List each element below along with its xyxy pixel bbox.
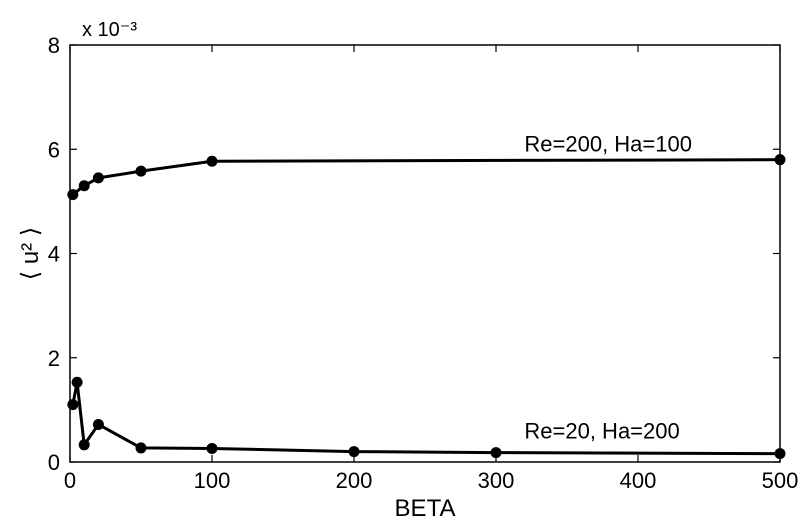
y-axis-label: ⟨ u² ⟩ (17, 227, 44, 280)
y-tick-label: 6 (48, 137, 60, 162)
data-point (78, 180, 90, 192)
data-point (92, 172, 104, 184)
data-point (206, 155, 218, 167)
data-point (774, 448, 786, 460)
x-axis-label: BETA (395, 495, 456, 522)
data-point (206, 442, 218, 454)
x-tick-label: 400 (620, 468, 657, 493)
x-tick-label: 100 (194, 468, 231, 493)
data-point (348, 446, 360, 458)
data-point (135, 165, 147, 177)
data-point (67, 399, 79, 411)
data-point (774, 154, 786, 166)
y-tick-label: 0 (48, 450, 60, 475)
y-tick-label: 2 (48, 346, 60, 371)
series-label-re20: Re=20, Ha=200 (524, 419, 679, 444)
data-point (71, 376, 83, 388)
data-point (92, 418, 104, 430)
y-axis-multiplier: x 10⁻³ (82, 19, 137, 41)
data-point (135, 442, 147, 454)
chart-labels: BETA ⟨ u² ⟩ x 10⁻³ Re=200, Ha=100 Re=20,… (17, 19, 692, 522)
data-marks (67, 154, 786, 460)
x-tick-label: 500 (762, 468, 799, 493)
series-line-0 (71, 158, 781, 196)
y-tick-label: 8 (48, 33, 60, 58)
data-point (78, 439, 90, 451)
data-point (490, 447, 502, 459)
series-label-re200: Re=200, Ha=100 (524, 132, 692, 157)
x-tick-label: 200 (336, 468, 373, 493)
data-point (67, 189, 79, 201)
y-tick-label: 4 (48, 242, 60, 267)
x-tick-label: 0 (64, 468, 76, 493)
axes: 0 100 200 300 400 500 0 2 4 6 8 (48, 33, 799, 493)
x-tick-label: 300 (478, 468, 515, 493)
plot-frame (69, 44, 781, 463)
